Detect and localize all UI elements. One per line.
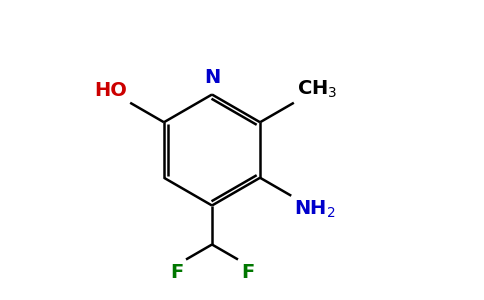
Text: F: F bbox=[241, 262, 254, 281]
Text: N: N bbox=[204, 68, 220, 87]
Text: F: F bbox=[170, 262, 183, 281]
Text: CH$_3$: CH$_3$ bbox=[297, 78, 337, 100]
Text: NH$_2$: NH$_2$ bbox=[294, 199, 336, 220]
Text: HO: HO bbox=[94, 81, 127, 100]
